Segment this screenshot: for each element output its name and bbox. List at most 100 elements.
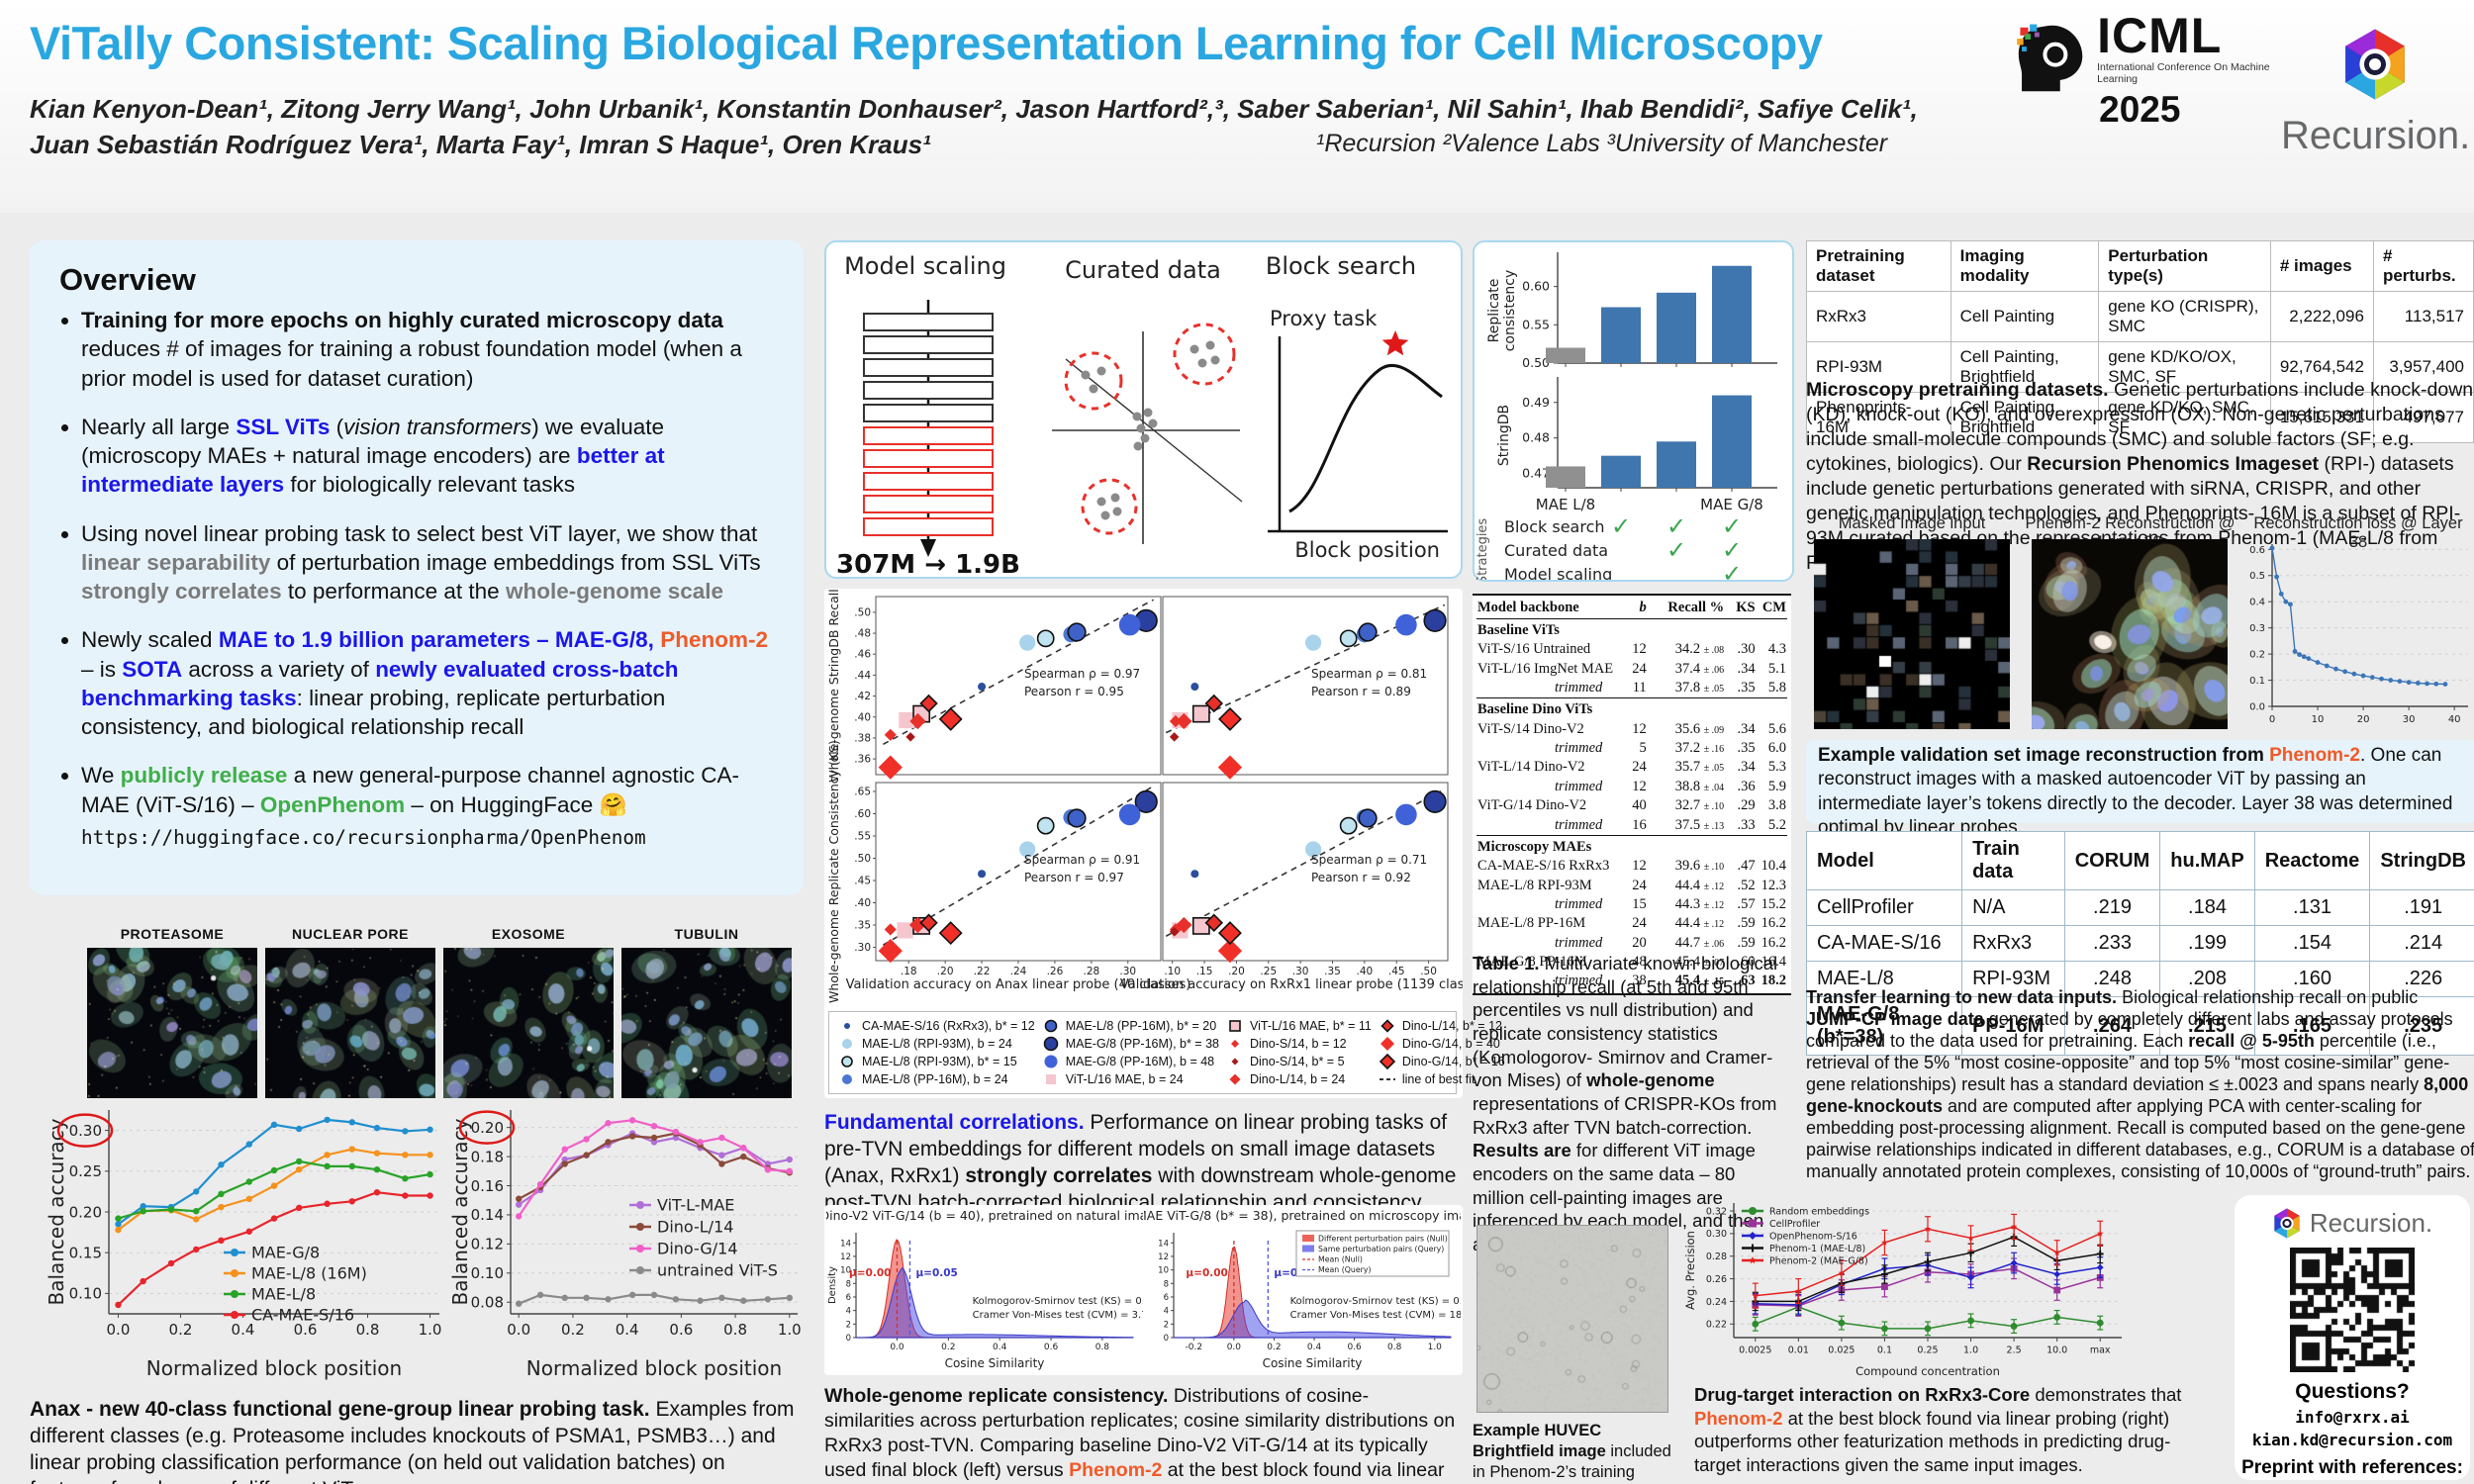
- svg-text:Block search: Block search: [1504, 517, 1605, 536]
- phenom2-reconstruction-image: [2032, 539, 2228, 729]
- svg-text:0.12: 0.12: [471, 1236, 504, 1253]
- affiliations: ¹Recursion ²Valence Labs ³University of …: [1316, 130, 1888, 157]
- svg-text:0.4: 0.4: [2249, 598, 2265, 608]
- icml-logo-block: ICML International Conference On Machine…: [2014, 11, 2271, 131]
- svg-text:0.8: 0.8: [1095, 1343, 1110, 1352]
- anax-class-image-1: [265, 948, 435, 1098]
- svg-text:0.1: 0.1: [1877, 1345, 1892, 1356]
- overview-bullet-0: Training for more epochs on highly curat…: [81, 306, 778, 393]
- pipeline-panel: Model scaling Curated data Block search 307…: [824, 240, 1463, 580]
- svg-text:Normalized block position: Normalized block position: [146, 1356, 402, 1380]
- contact-email-2[interactable]: kian.kd@recursion.com: [2251, 1431, 2453, 1449]
- svg-text:1.0: 1.0: [778, 1321, 802, 1339]
- svg-text:10: 10: [2312, 714, 2325, 725]
- svg-text:Phenom-1 (MAE-L/8): Phenom-1 (MAE-L/8): [1769, 1244, 1865, 1254]
- svg-text:Random embeddings: Random embeddings: [1769, 1206, 1869, 1217]
- strategy-bars-chart: 0.50 0.55 0.60 Replicate consistency 0.47 0.48…: [1475, 252, 1777, 588]
- scatter-legend-item: MAE-G/8 (PP-16M), b = 48: [1041, 1054, 1219, 1069]
- icml-year: 2025: [2099, 89, 2181, 131]
- svg-text:Kolmogorov-Smirnov test (KS): Kolmogorov-Smirnov test (KS) = 0.29: [973, 1296, 1143, 1307]
- svg-text:Cosine Similarity: Cosine Similarity: [1263, 1356, 1363, 1370]
- svg-text:Spearman ρ = 0.91: Spearman ρ = 0.91: [1024, 853, 1140, 867]
- svg-text:.55: .55: [854, 831, 871, 843]
- scatter-legend-item: Dino-L/14, b = 24: [1225, 1071, 1372, 1087]
- transfer-col-header: CORUM: [2063, 831, 2161, 890]
- svg-text:MAE ViT-G/8 (b* = 38), pretrai: MAE ViT-G/8 (b* = 38), pretrained on mic…: [1144, 1208, 1461, 1223]
- pretrain-col-header: Perturbation type(s): [2098, 240, 2271, 292]
- svg-text:0.26: 0.26: [1706, 1274, 1727, 1285]
- qr-code: [2290, 1248, 2415, 1372]
- svg-text:0.01: 0.01: [1788, 1345, 1809, 1356]
- table1-col-header: Model backbone: [1476, 598, 1617, 619]
- svg-text:Mean (Query): Mean (Query): [1318, 1265, 1372, 1274]
- svg-text:.10: .10: [1164, 966, 1181, 977]
- transfer-col-header: Reactome: [2253, 831, 2371, 890]
- table-row: MAE-L/8 RPI-93M .248.208.160.226: [1805, 961, 2474, 997]
- pretrain-table: Pretraining dataset Imaging modality Pertu…: [1806, 240, 2474, 443]
- recursion-wordmark-small: Recursion.: [2309, 1208, 2433, 1238]
- svg-text:8: 8: [846, 1279, 851, 1289]
- svg-text:.46: .46: [854, 649, 871, 661]
- transfer-caption: Transfer learning to new data inputs. Bi…: [1806, 987, 2474, 1181]
- svg-text:StringDB: StringDB: [1496, 405, 1512, 466]
- svg-text:.60: .60: [854, 808, 871, 820]
- table1: Model backbone b Recall % KS CM Baseline ViTs…: [1473, 594, 1791, 995]
- overview-bullet-1: Nearly all large SSL ViTs (vision transf…: [81, 413, 778, 500]
- svg-text:0.6: 0.6: [2249, 545, 2265, 556]
- svg-text:.44: .44: [854, 670, 871, 682]
- svg-text:0.0: 0.0: [107, 1321, 131, 1339]
- icml-subtitle: International Conference On Machine Lear…: [2097, 61, 2270, 86]
- svg-text:.25: .25: [1260, 966, 1277, 977]
- svg-text:0.49: 0.49: [1522, 395, 1550, 410]
- svg-text:10: 10: [1158, 1266, 1169, 1276]
- pipeline-diagram: Model scaling Curated data Block search 307…: [836, 252, 1448, 580]
- table-row: Microscopy MAEs: [1476, 834, 1787, 857]
- scatter-legend-item: MAE-L/8 (RPI-93M), b* = 15: [837, 1054, 1035, 1069]
- anax-class-image-0: [87, 948, 257, 1098]
- table-row: CA-MAE-S/16 RxRx3.233.199.154.214: [1805, 925, 2474, 962]
- overview-bullet-list: Training for more epochs on highly curat…: [81, 306, 778, 850]
- svg-text:✓: ✓: [1722, 560, 1742, 580]
- svg-text:.40: .40: [1357, 966, 1374, 977]
- huvec-caption: Example HUVEC Brightfield image included…: [1473, 1422, 1671, 1482]
- svg-text:✓: ✓: [1611, 512, 1631, 540]
- svg-text:1.0: 1.0: [1963, 1345, 1978, 1356]
- transfer-col-header: Train data: [1961, 831, 2065, 890]
- svg-text:0.30: 0.30: [69, 1122, 102, 1140]
- svg-text:0.25: 0.25: [69, 1162, 102, 1180]
- svg-text:0.08: 0.08: [471, 1293, 504, 1311]
- overview-bullet-2: Using novel linear probing task to selec…: [81, 519, 778, 606]
- svg-text:0.8: 0.8: [1387, 1343, 1402, 1352]
- svg-text:0.2: 0.2: [1267, 1343, 1281, 1352]
- reconstruction-caption: Example validation set image reconstruct…: [1818, 745, 2453, 838]
- svg-text:Whole-genome StringDB Recall: Whole-genome StringDB Recall: [826, 589, 841, 782]
- svg-text:Normalized block position: Normalized block position: [526, 1356, 782, 1380]
- svg-text:consistency: consistency: [1502, 270, 1518, 352]
- svg-text:Kolmogorov-Smirnov test (KS): Kolmogorov-Smirnov test (KS) = 0.63: [1290, 1296, 1461, 1307]
- scatter-legend-item: Dino-S/14, b = 12: [1225, 1036, 1372, 1052]
- svg-text:0.6: 0.6: [1044, 1343, 1059, 1352]
- contact-email-1[interactable]: info@rxrx.ai: [2295, 1408, 2410, 1427]
- svg-text:.20: .20: [937, 966, 954, 977]
- recursion-hex-icon-small: [2274, 1208, 2300, 1239]
- svg-text:.36: .36: [854, 754, 871, 766]
- svg-text:MAE G/8: MAE G/8: [1700, 496, 1763, 513]
- scatter-legend-item: MAE-L/8 (PP-16M), b* = 20: [1041, 1018, 1219, 1034]
- svg-text:✓: ✓: [1722, 536, 1742, 564]
- scatter-legend-item: MAE-L/8 (PP-16M), b = 24: [837, 1071, 1035, 1087]
- svg-text:1.0: 1.0: [419, 1321, 442, 1339]
- svg-text:MAE-G/8: MAE-G/8: [251, 1244, 320, 1262]
- svg-text:Dino-G/14: Dino-G/14: [657, 1240, 738, 1258]
- svg-text:0.8: 0.8: [723, 1321, 747, 1339]
- table-row: MAE-L/8 PP-16M 24 44.4 ± .12.59 16.2: [1477, 915, 1786, 932]
- anax-linear-probe-chart-right: 0.08 0.10 0.12 0.14 0.16 0.18 0.20 0.0 0.2 0.4 0.6…: [451, 1110, 802, 1380]
- svg-text:10: 10: [840, 1266, 851, 1276]
- svg-text:MAE-L/8: MAE-L/8: [251, 1285, 316, 1304]
- table1-col-header: b: [1616, 598, 1648, 619]
- svg-text:✓: ✓: [1666, 512, 1686, 540]
- svg-text:.50: .50: [854, 606, 871, 618]
- svg-text:Balanced accuracy: Balanced accuracy: [46, 1118, 68, 1305]
- correlation-scatter-chart: .36 .38 .40 .42 .44 .46 .48 .50 Spearman ρ = 0.9…: [826, 589, 1490, 1003]
- svg-text:.24: .24: [1010, 966, 1027, 977]
